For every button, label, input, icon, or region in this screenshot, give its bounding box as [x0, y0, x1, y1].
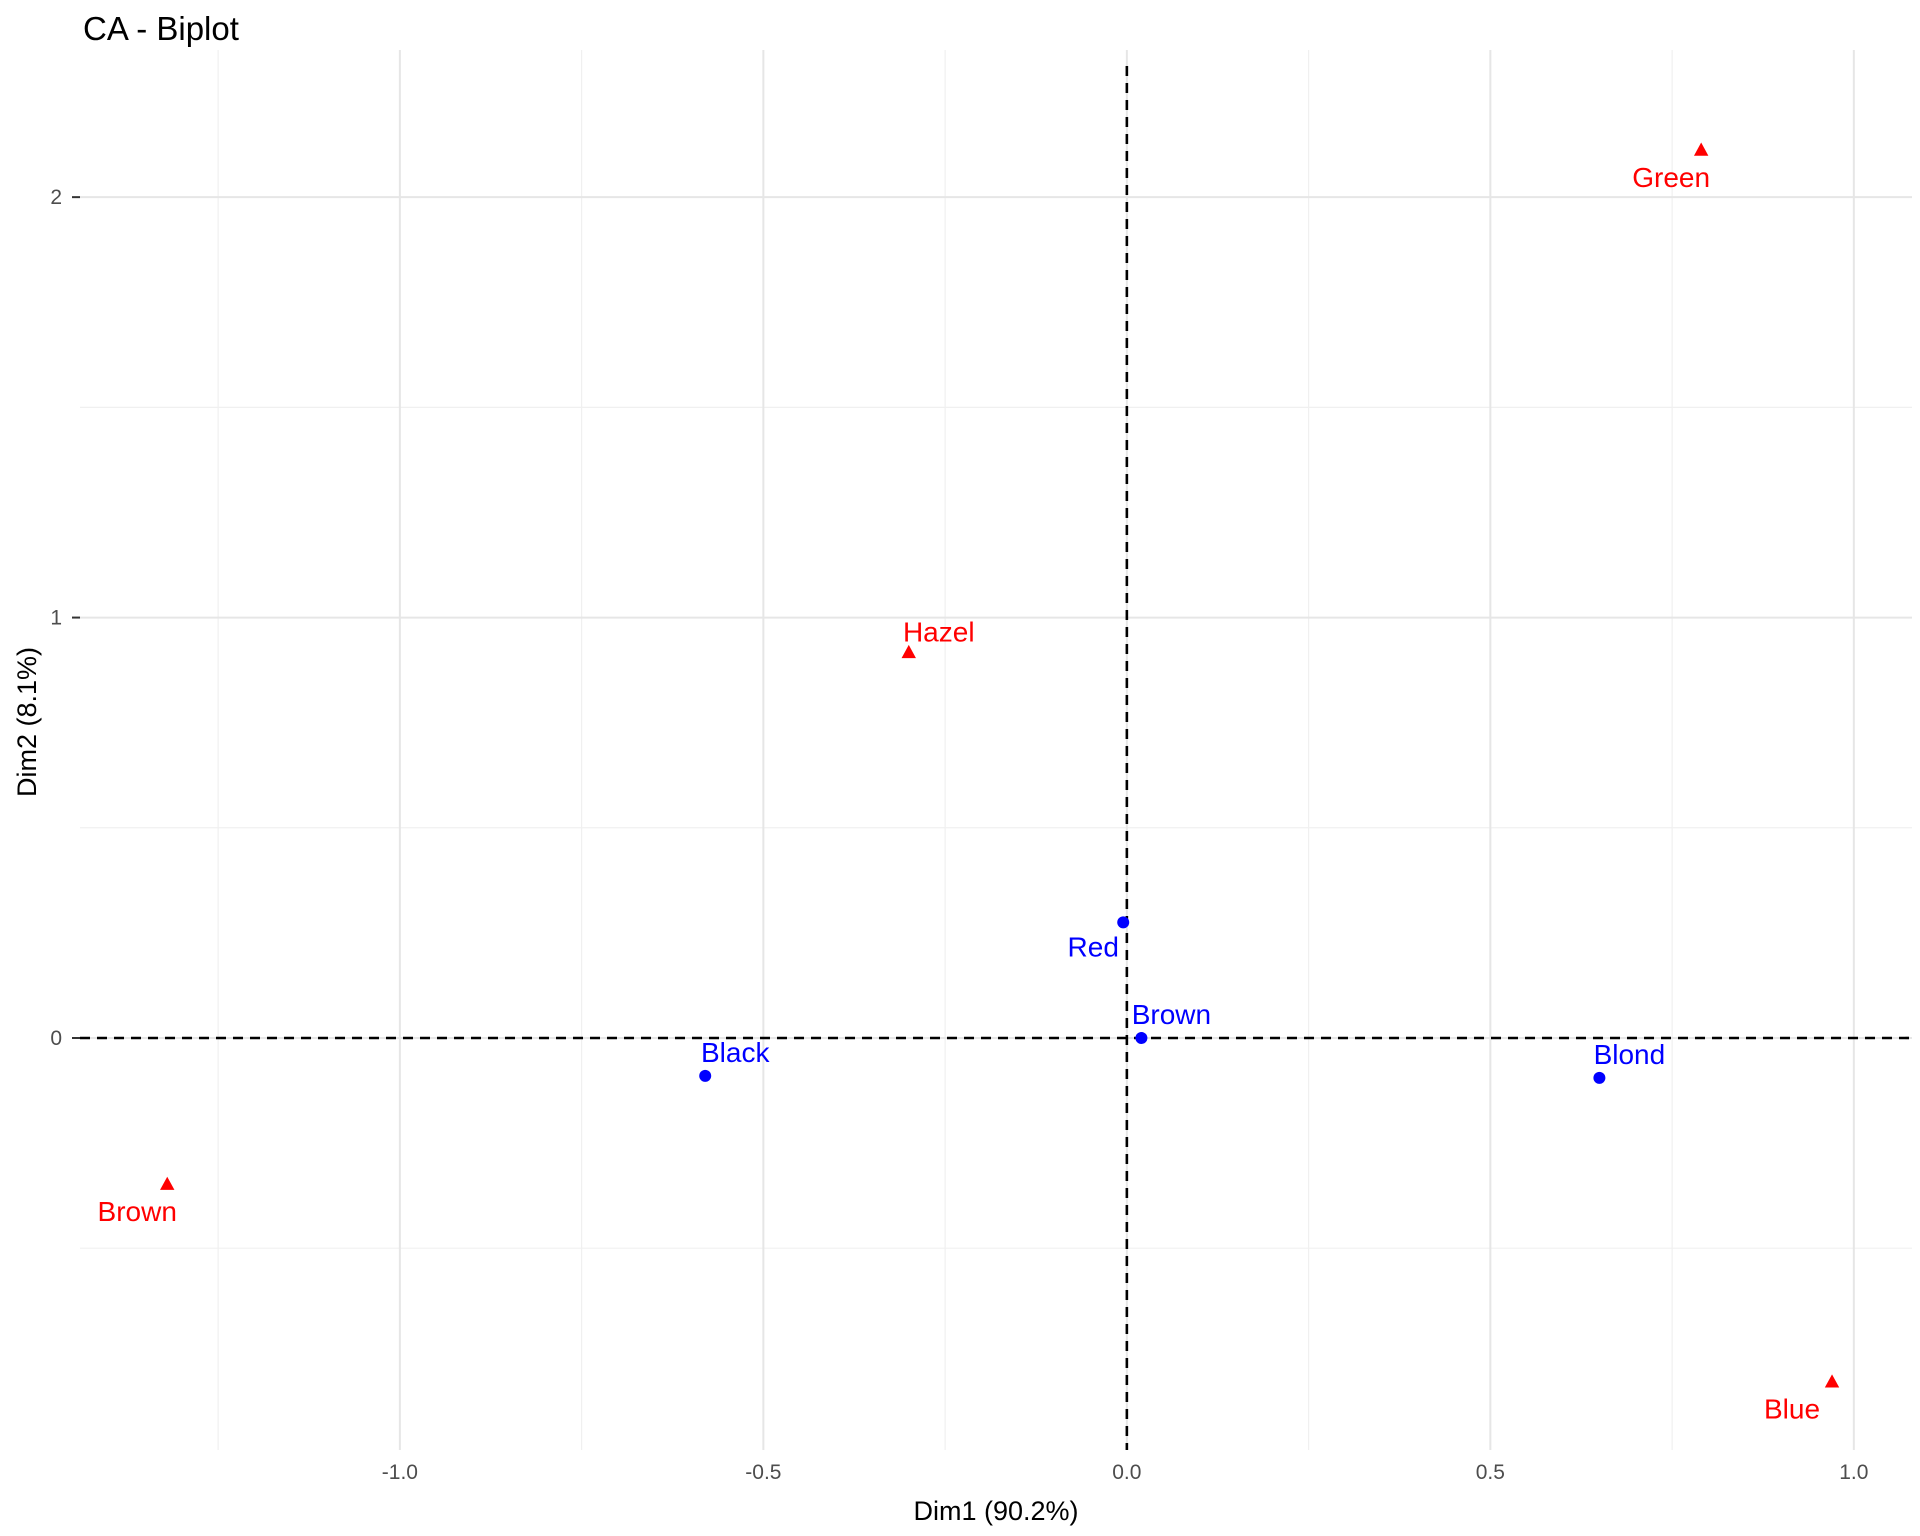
- point-label-black: Black: [701, 1037, 770, 1068]
- point-circle-blond: [1593, 1071, 1606, 1084]
- point-circle-black: [699, 1069, 712, 1082]
- x-axis-label: Dim1 (90.2%): [913, 1496, 1078, 1526]
- x-tick-label: 1.0: [1839, 1461, 1868, 1484]
- y-axis-label: Dim2 (8.1%): [12, 647, 42, 797]
- point-triangle-green: [1693, 142, 1709, 156]
- point-triangle-brown: [160, 1176, 175, 1190]
- point-label-brown: Brown: [98, 1196, 177, 1227]
- y-tick-label: 1: [50, 607, 62, 630]
- point-triangle-blue: [1824, 1374, 1840, 1388]
- point-circle-brown: [1135, 1031, 1148, 1044]
- y-tick-label: 0: [50, 1027, 62, 1050]
- grid-minor: [80, 50, 1912, 1450]
- point-label-blue: Blue: [1764, 1394, 1820, 1425]
- data-points: Black Brown Red Blond Brown Hazel Green Blue: [98, 142, 1840, 1425]
- x-tick-label: -1.0: [382, 1461, 418, 1484]
- point-label-brown: Brown: [1132, 999, 1211, 1030]
- grid-major: [80, 50, 1912, 1450]
- point-circle-red: [1117, 916, 1130, 929]
- x-tick-label: 0.5: [1476, 1461, 1505, 1484]
- point-label-blond: Blond: [1594, 1039, 1666, 1070]
- x-tick-label: 0.0: [1112, 1461, 1141, 1484]
- point-label-red: Red: [1068, 931, 1119, 962]
- y-tick-label: 2: [50, 186, 62, 209]
- y-axis-ticks: 0 1 2: [50, 186, 80, 1050]
- reference-lines: [80, 66, 1912, 1450]
- x-tick-label: -0.5: [745, 1461, 781, 1484]
- point-label-green: Green: [1632, 162, 1710, 193]
- chart-title: CA - Biplot: [83, 10, 239, 47]
- point-label-hazel: Hazel: [903, 616, 975, 647]
- point-triangle-hazel: [901, 644, 916, 659]
- x-axis-ticks: -1.0 -0.5 0.0 0.5 1.0: [382, 1461, 1869, 1484]
